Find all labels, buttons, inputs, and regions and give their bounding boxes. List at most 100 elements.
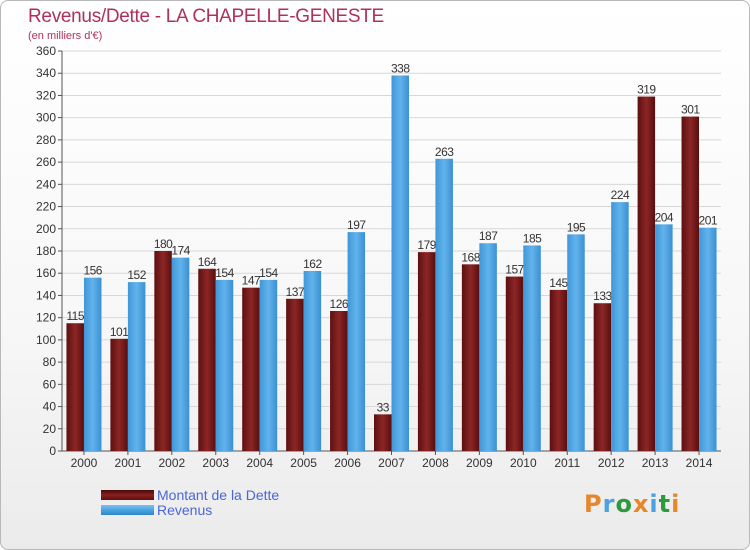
x-tick-label: 2014 — [686, 456, 713, 470]
revenus-value-label: 187 — [479, 229, 498, 243]
dette-bar — [242, 287, 260, 451]
revenus-bar — [127, 282, 146, 451]
revenus-value-label: 156 — [83, 264, 102, 278]
dette-bar — [154, 251, 172, 451]
revenus-bar — [303, 271, 322, 451]
dette-value-label: 319 — [637, 83, 656, 97]
revenus-value-label: 224 — [611, 188, 630, 202]
revenus-value-label: 263 — [435, 145, 454, 159]
legend-item-dette: Montant de la Dette — [101, 487, 361, 503]
x-tick-label: 2008 — [422, 456, 449, 470]
dette-value-label: 101 — [110, 325, 129, 339]
legend: Montant de la Dette Revenus — [101, 487, 361, 518]
revenus-bar — [655, 224, 673, 451]
y-tick-label: 220 — [36, 200, 56, 214]
revenus-bar — [391, 75, 409, 451]
dette-value-label: 137 — [286, 285, 305, 299]
revenus-value-label: 154 — [259, 266, 278, 280]
logo-letter: x — [632, 490, 650, 518]
legend-swatch-dette — [101, 490, 154, 500]
dette-bar — [461, 264, 480, 451]
y-tick-label: 40 — [43, 400, 57, 414]
y-tick-label: 360 — [36, 44, 56, 58]
y-tick-label: 0 — [49, 444, 56, 458]
revenus-bar — [567, 234, 585, 451]
y-tick-label: 140 — [36, 288, 56, 302]
dette-bar — [286, 298, 304, 451]
x-tick-label: 2002 — [158, 456, 185, 470]
revenus-value-label: 174 — [171, 244, 190, 258]
y-tick-label: 160 — [36, 266, 56, 280]
revenus-bar — [259, 279, 278, 451]
legend-item-revenus: Revenus — [101, 502, 361, 518]
y-tick-label: 120 — [36, 311, 56, 325]
dette-value-label: 133 — [593, 289, 612, 303]
chart-title: Revenus/Dette - LA CHAPELLE-GENESTE — [28, 6, 384, 27]
dette-bar — [593, 303, 612, 451]
revenus-value-label: 201 — [699, 214, 718, 228]
y-tick-label: 200 — [36, 222, 56, 236]
revenus-value-label: 204 — [655, 210, 674, 224]
dette-bar — [549, 289, 568, 451]
revenus-bar — [611, 202, 629, 451]
revenus-value-label: 195 — [567, 220, 586, 234]
dette-value-label: 115 — [66, 309, 84, 323]
logo-letter: o — [615, 490, 633, 518]
legend-swatch-revenus — [101, 505, 154, 515]
logo-letter: P — [584, 490, 603, 518]
revenus-bar — [479, 243, 497, 451]
y-tick-label: 260 — [36, 155, 56, 169]
revenus-value-label: 154 — [215, 266, 234, 280]
revenus-value-label: 338 — [391, 61, 410, 75]
y-tick-label: 100 — [36, 333, 56, 347]
revenus-value-label: 185 — [523, 231, 542, 245]
x-tick-label: 2004 — [246, 456, 273, 470]
dette-bar — [330, 311, 348, 451]
logo-letter: t — [658, 490, 672, 518]
revenus-bar — [215, 279, 234, 451]
dette-value-label: 180 — [154, 237, 173, 251]
revenus-bar — [699, 227, 717, 451]
dette-bar — [417, 252, 436, 451]
logo-letter: i — [671, 490, 681, 518]
x-tick-label: 2010 — [510, 456, 537, 470]
revenus-bar — [435, 158, 453, 451]
legend-label-dette: Montant de la Dette — [157, 487, 280, 503]
x-tick-label: 2013 — [642, 456, 669, 470]
dette-value-label: 164 — [198, 255, 217, 269]
x-tick-label: 2009 — [466, 456, 493, 470]
y-tick-label: 320 — [36, 88, 56, 102]
y-tick-label: 20 — [43, 422, 57, 436]
chart-subtitle: (en milliers d'€) — [28, 30, 103, 42]
dette-bar — [637, 96, 656, 452]
dette-bar — [110, 338, 128, 451]
legend-label-revenus: Revenus — [157, 502, 213, 518]
dette-value-label: 157 — [505, 263, 524, 277]
revenus-value-label: 152 — [127, 268, 146, 282]
y-tick-label: 80 — [43, 355, 57, 369]
logo-letter: i — [649, 490, 659, 518]
y-tick-label: 280 — [36, 133, 56, 147]
dette-value-label: 33 — [377, 400, 390, 414]
y-tick-label: 340 — [36, 66, 56, 80]
dette-bar — [198, 268, 216, 451]
x-tick-label: 2001 — [115, 456, 142, 470]
dette-value-label: 179 — [417, 238, 436, 252]
dette-bar — [374, 414, 392, 451]
dette-value-label: 301 — [681, 103, 700, 117]
x-tick-label: 2005 — [290, 456, 317, 470]
x-tick-label: 2007 — [378, 456, 405, 470]
x-tick-label: 2000 — [71, 456, 98, 470]
x-tick-label: 2003 — [202, 456, 229, 470]
revenus-bar — [347, 232, 366, 451]
dette-value-label: 145 — [549, 276, 568, 290]
dette-bar — [681, 116, 700, 452]
dette-bar — [505, 276, 524, 451]
y-tick-label: 240 — [36, 177, 56, 191]
y-tick-label: 180 — [36, 244, 56, 258]
x-tick-label: 2011 — [554, 456, 580, 470]
dette-value-label: 168 — [461, 250, 480, 264]
dette-value-label: 147 — [242, 274, 261, 288]
